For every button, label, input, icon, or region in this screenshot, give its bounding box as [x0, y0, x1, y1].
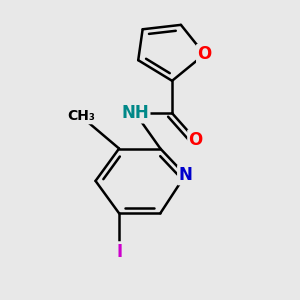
Text: CH₃: CH₃	[67, 109, 95, 123]
Text: N: N	[178, 166, 192, 184]
Text: O: O	[197, 45, 212, 63]
Text: O: O	[188, 131, 203, 149]
Text: NH: NH	[122, 104, 149, 122]
Text: I: I	[116, 243, 122, 261]
